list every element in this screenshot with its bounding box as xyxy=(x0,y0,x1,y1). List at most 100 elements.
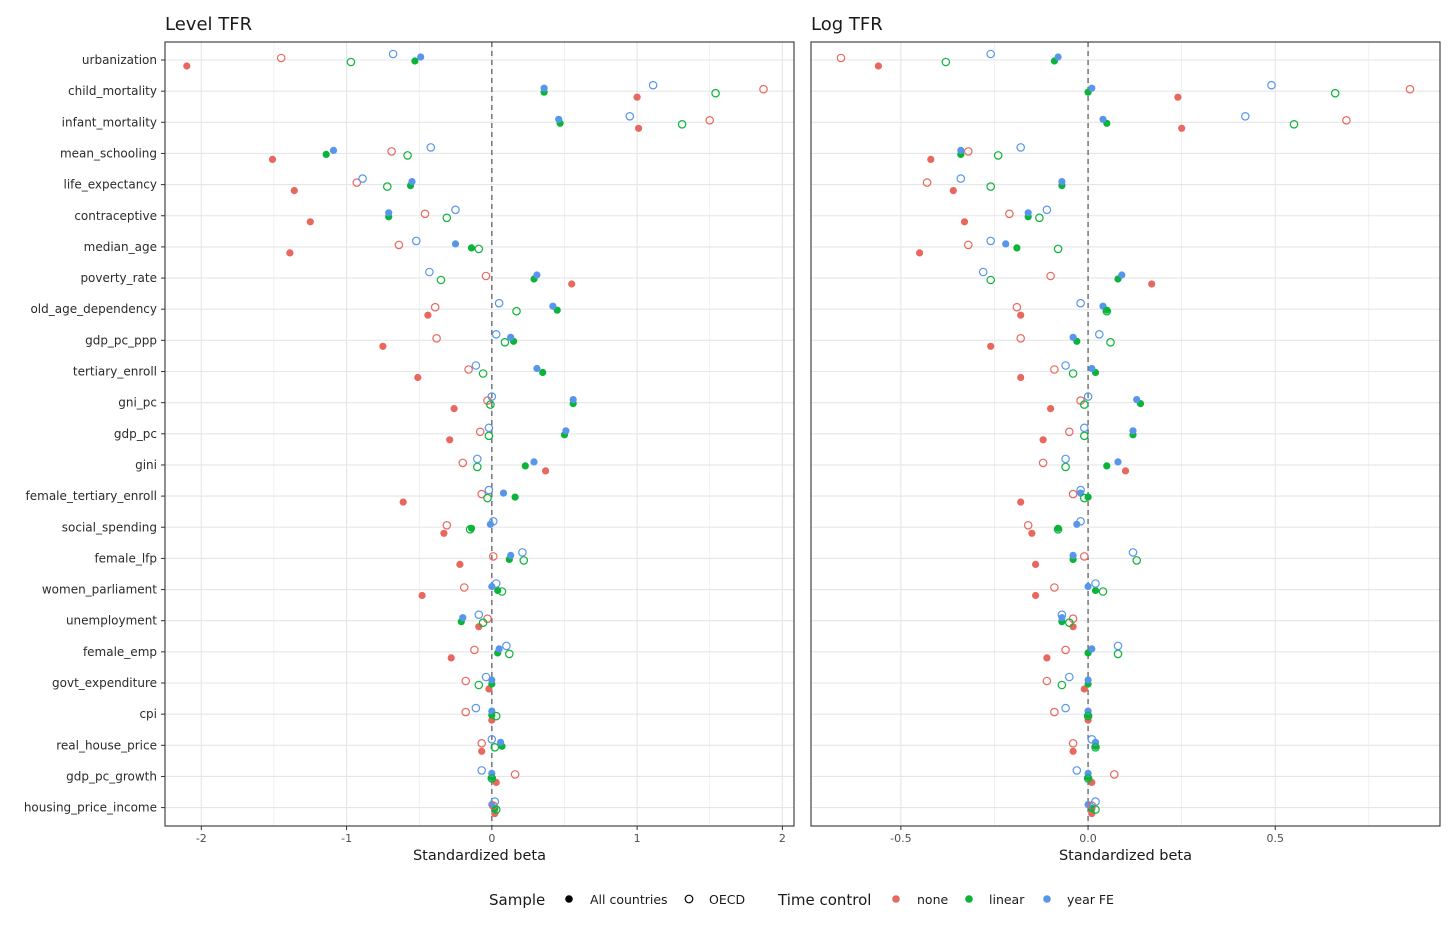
p1-y-label-child-mortality: child_mortality xyxy=(68,84,157,98)
p1-point-life-expectancy-all-countries-year-fe xyxy=(408,178,416,186)
p1-point-median-age-oecd-none xyxy=(394,240,404,250)
p2-point-female-emp-all-countries-none xyxy=(1043,654,1051,662)
p2-point-contraceptive-all-countries-none xyxy=(960,218,969,226)
p1-point-female-lfp-all-countries-none xyxy=(456,560,464,569)
p1-point-social-spending-oecd-linear xyxy=(465,524,475,534)
p1-y-label-social-spending: social_spending xyxy=(62,520,157,534)
p2-point-gni-pc-oecd-linear xyxy=(1080,400,1089,409)
p1-point-female-lfp-all-countries-year-fe xyxy=(507,551,515,560)
p1-point-median-age-all-countries-none xyxy=(286,249,294,257)
legend-sample-title: Sample xyxy=(489,891,545,909)
p2-point-gini-all-countries-none xyxy=(1121,467,1130,475)
panel-log-tfr: Log TFR -0.5 0.0 0.5 Standardized beta xyxy=(810,14,1441,864)
p1-point-poverty-rate-oecd-year-fe xyxy=(425,267,434,277)
p1-point-life-expectancy-oecd-year-fe xyxy=(358,174,367,183)
p1-y-label-gdp-pc: gdp_pc xyxy=(114,427,157,441)
p1-point-real-house-price-all-countries-year-fe xyxy=(497,738,505,746)
p1-point-gdp-pc-growth-oecd-none xyxy=(510,770,520,779)
p2-point-life-expectancy-oecd-linear xyxy=(986,182,996,191)
p2-point-female-lfp-oecd-year-fe xyxy=(1128,548,1138,557)
p1-y-label-unemployment: unemployment xyxy=(66,614,157,628)
p1-point-old-age-dependency-all-countries-year-fe xyxy=(549,302,557,310)
p2-point-female-tertiary-enroll-oecd-none xyxy=(1068,489,1078,499)
p2-point-contraceptive-oecd-none xyxy=(1005,209,1014,219)
p1-point-women-parliament-oecd-none xyxy=(459,583,469,592)
p1-point-unemployment-oecd-linear xyxy=(478,618,488,628)
p2-point-govt-expenditure-oecd-year-fe xyxy=(1065,672,1074,682)
p1-point-mean-schooling-oecd-none xyxy=(387,147,396,156)
p2-point-mean-schooling-oecd-year-fe xyxy=(1016,143,1026,152)
p1-y-label-women-parliament: women_parliament xyxy=(42,583,157,597)
p2-point-social-spending-all-countries-none xyxy=(1028,529,1036,537)
legend-linear-marker xyxy=(965,895,973,903)
p1-point-gdp-pc-growth-oecd-linear xyxy=(487,774,497,783)
p2-point-govt-expenditure-all-countries-year-fe xyxy=(1084,676,1092,684)
p1-point-gdp-pc-ppp-oecd-none xyxy=(432,333,441,343)
p1-point-gini-all-countries-none xyxy=(542,467,550,475)
p2-point-gni-pc-all-countries-none xyxy=(1047,405,1055,413)
p1-x-tick-label: -2 xyxy=(196,832,207,845)
p2-panel-border xyxy=(810,41,1441,827)
p1-point-gni-pc-all-countries-year-fe xyxy=(569,396,577,404)
legend-year-fe-marker xyxy=(1043,895,1051,903)
p1-point-urbanization-oecd-none xyxy=(276,53,286,63)
p2-x-tick-label: 0.5 xyxy=(1267,832,1285,845)
p1-point-gni-pc-oecd-linear xyxy=(486,400,495,409)
p1-y-label-life-expectancy: life_expectancy xyxy=(63,178,157,192)
p2-point-gdp-pc-oecd-none xyxy=(1065,427,1074,437)
p1-x-tick-label: 0 xyxy=(488,832,495,845)
p1-point-contraceptive-all-countries-none xyxy=(306,218,314,226)
p1-y-label-female-lfp: female_lfp xyxy=(94,551,157,565)
p2-point-poverty-rate-oecd-linear xyxy=(986,275,996,285)
p1-y-label-old-age-dependency: old_age_dependency xyxy=(30,302,157,316)
p1-x-axis-label: Standardized beta xyxy=(413,848,546,864)
p1-point-life-expectancy-oecd-none xyxy=(352,178,362,187)
p1-point-female-tertiary-enroll-oecd-none xyxy=(477,489,487,499)
p1-point-child-mortality-all-countries-none xyxy=(633,93,641,101)
p1-point-tertiary-enroll-oecd-year-fe xyxy=(471,361,481,370)
p2-point-govt-expenditure-all-countries-none xyxy=(1080,685,1088,693)
p2-point-gdp-pc-growth-oecd-none xyxy=(1110,770,1119,779)
p2-point-old-age-dependency-all-countries-none xyxy=(1017,311,1025,319)
p2-point-gdp-pc-ppp-all-countries-year-fe xyxy=(1069,333,1077,341)
p1-point-gini-oecd-none xyxy=(458,458,468,468)
p2-point-female-emp-oecd-none xyxy=(1061,645,1070,655)
p1-point-women-parliament-oecd-linear xyxy=(497,587,507,596)
p1-point-female-emp-all-countries-none xyxy=(447,654,455,662)
p2-point-child-mortality-oecd-year-fe xyxy=(1267,80,1276,90)
legend-oecd-label: OECD xyxy=(709,892,745,907)
p1-y-label-mean-schooling: mean_schooling xyxy=(60,146,157,160)
p2-point-contraceptive-oecd-linear xyxy=(1035,213,1044,223)
p2-point-gdp-pc-growth-oecd-linear xyxy=(1083,774,1093,783)
p1-point-real-house-price-oecd-linear xyxy=(490,742,500,752)
p1-y-label-gni-pc: gni_pc xyxy=(118,396,157,410)
p2-point-gini-all-countries-linear xyxy=(1103,462,1111,470)
p1-point-female-tertiary-enroll-oecd-year-fe xyxy=(484,485,494,495)
p1-point-women-parliament-all-countries-year-fe xyxy=(488,582,496,591)
p2-point-women-parliament-all-countries-year-fe xyxy=(1084,582,1092,591)
p1-point-poverty-rate-all-countries-none xyxy=(568,280,576,288)
p2-point-poverty-rate-all-countries-none xyxy=(1148,280,1156,288)
p2-point-old-age-dependency-all-countries-year-fe xyxy=(1099,302,1107,310)
p2-point-real-house-price-oecd-year-fe xyxy=(1087,734,1097,744)
p1-point-child-mortality-oecd-none xyxy=(759,84,768,94)
p1-point-old-age-dependency-all-countries-none xyxy=(424,311,432,319)
p1-point-old-age-dependency-oecd-linear xyxy=(512,306,521,316)
p2-point-tertiary-enroll-all-countries-year-fe xyxy=(1088,364,1096,373)
p1-point-child-mortality-oecd-linear xyxy=(711,88,720,98)
p1-point-child-mortality-all-countries-year-fe xyxy=(540,84,548,92)
p1-point-life-expectancy-oecd-linear xyxy=(382,182,392,191)
legend-all-countries-label: All countries xyxy=(590,892,668,907)
p1-point-gdp-pc-ppp-oecd-year-fe xyxy=(491,329,501,339)
p2-point-cpi-oecd-linear xyxy=(1083,711,1093,721)
p2-point-real-house-price-oecd-linear xyxy=(1091,742,1100,752)
p1-point-female-tertiary-enroll-oecd-linear xyxy=(483,493,492,503)
p2-point-median-age-all-countries-linear xyxy=(1013,244,1021,252)
p2-point-housing-price-income-oecd-year-fe xyxy=(1091,797,1100,806)
p2-point-child-mortality-all-countries-none xyxy=(1174,93,1182,101)
p2-point-female-lfp-all-countries-none xyxy=(1032,560,1040,569)
p1-y-label-gdp-pc-growth: gdp_pc_growth xyxy=(66,769,157,783)
legend-none-label: none xyxy=(917,892,948,907)
p2-point-social-spending-all-countries-year-fe xyxy=(1073,520,1081,528)
